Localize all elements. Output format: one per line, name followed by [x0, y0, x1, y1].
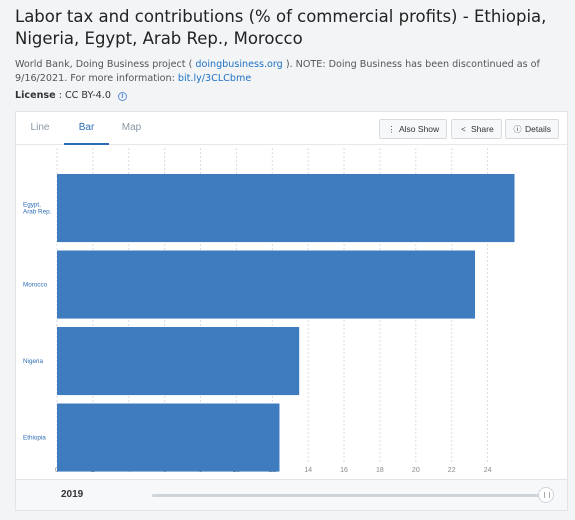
- source-note: World Bank, Doing Business project ( doi…: [15, 58, 570, 86]
- details-label: Details: [525, 124, 551, 134]
- share-icon: <: [461, 125, 466, 134]
- source-prefix: World Bank, Doing Business project (: [15, 59, 196, 70]
- bar: [57, 327, 300, 396]
- x-tick-label: 16: [340, 467, 348, 474]
- timeline-handle[interactable]: [538, 487, 554, 503]
- doingbusiness-link[interactable]: doingbusiness.org: [195, 59, 283, 70]
- chart-card: Line Bar Map ⋮ Also Show < Share ⓘ Details …: [15, 111, 568, 511]
- info-icon: ⓘ: [513, 125, 522, 134]
- x-tick-label: 24: [484, 467, 492, 474]
- category-label: Arab Rep.: [23, 209, 52, 216]
- tab-map[interactable]: Map: [121, 122, 142, 133]
- license-value: : CC BY-4.0: [55, 90, 114, 101]
- also-show-button[interactable]: ⋮ Also Show: [379, 119, 448, 139]
- bar-chart: 024681012141618202224Egypt,Arab Rep.Moro…: [23, 148, 515, 474]
- category-label: Morocco: [23, 282, 48, 289]
- share-button[interactable]: < Share: [451, 119, 502, 139]
- view-tabs: Line Bar Map ⋮ Also Show < Share ⓘ Details: [16, 112, 567, 145]
- x-tick-label: 18: [376, 467, 384, 474]
- details-button[interactable]: ⓘ Details: [505, 119, 559, 139]
- tab-line[interactable]: Line: [30, 122, 50, 133]
- category-label: Nigeria: [23, 358, 43, 365]
- x-tick-label: 20: [412, 467, 420, 474]
- bitly-link[interactable]: bit.ly/3CLCbme: [177, 73, 252, 84]
- vertical-dots-icon: ⋮: [387, 125, 396, 134]
- category-label: Egypt,: [23, 202, 41, 209]
- category-label: Ethiopia: [23, 435, 46, 442]
- share-label: Share: [471, 124, 494, 134]
- license-label: License: [15, 90, 56, 101]
- license-line: License : CC BY-4.0 i: [15, 90, 127, 101]
- license-info-icon[interactable]: i: [117, 92, 127, 101]
- source-suffix: ). NOTE: Doing Business has been discont…: [15, 59, 540, 84]
- x-tick-label: 14: [304, 467, 312, 474]
- x-tick-label: 22: [448, 467, 456, 474]
- timeline-year: 2019: [61, 489, 84, 500]
- bar: [57, 403, 280, 472]
- bar: [57, 250, 476, 319]
- bar: [57, 174, 515, 243]
- timeline-track[interactable]: [152, 494, 547, 497]
- chart-title: Labor tax and contributions (% of commer…: [15, 7, 547, 48]
- tab-bar[interactable]: Bar: [64, 112, 109, 145]
- also-show-label: Also Show: [399, 124, 440, 134]
- timeline-bar: 2019: [15, 479, 568, 511]
